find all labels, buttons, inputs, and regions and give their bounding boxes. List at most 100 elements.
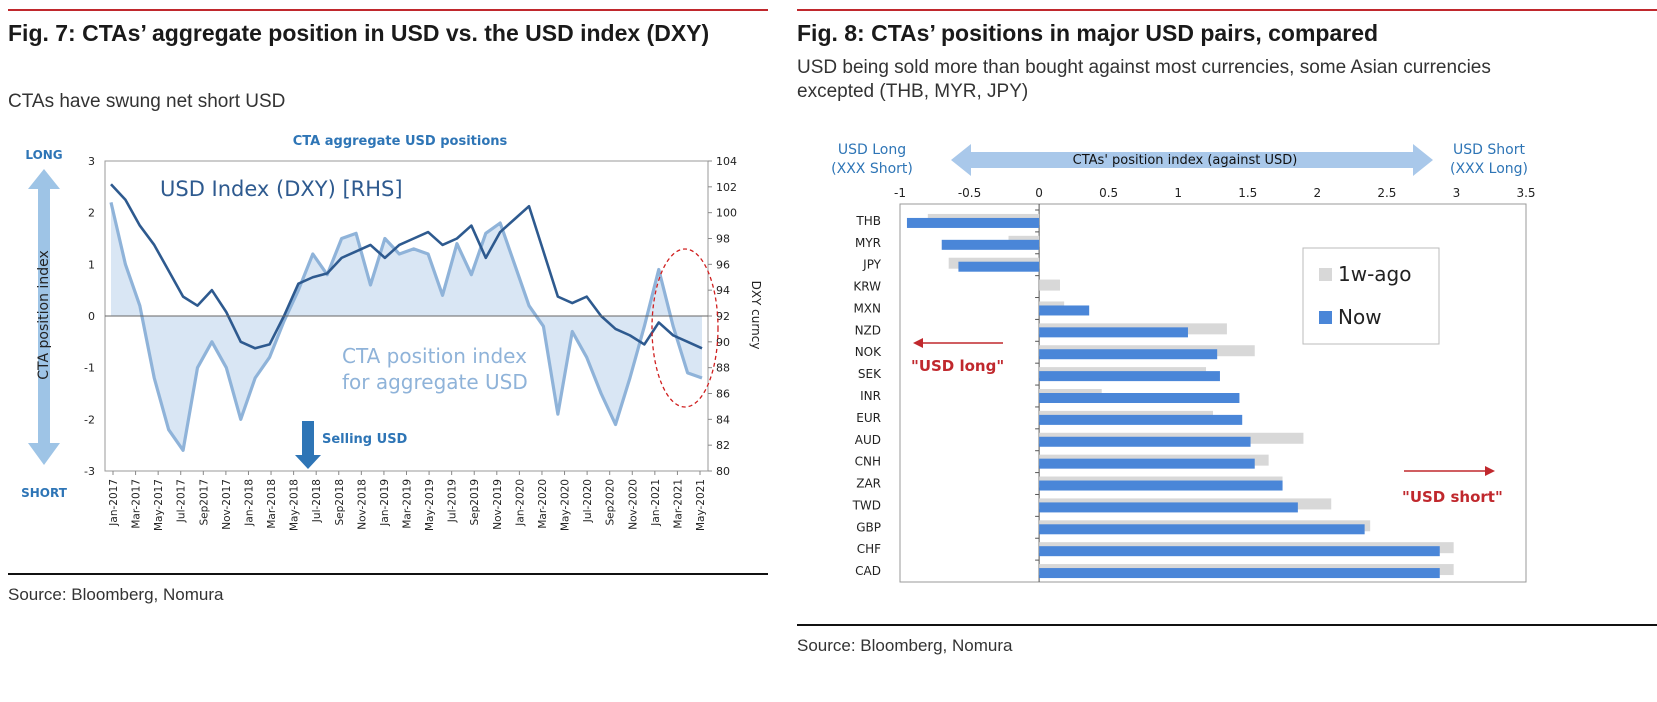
bar-now xyxy=(1039,568,1440,579)
xxx-long-label: (XXX Long) xyxy=(1450,161,1528,177)
fig7-y2tick: 84 xyxy=(716,413,730,426)
fig7-y2tick: 92 xyxy=(716,310,730,323)
legend-label-1w-ago: 1w-ago xyxy=(1338,262,1412,286)
fig8-category-label: SEK xyxy=(858,367,882,381)
fig8-xtick: -0.5 xyxy=(958,186,981,200)
fig8-xtick: 3 xyxy=(1453,186,1461,200)
fig8-category-label: AUD xyxy=(855,433,881,447)
fig8-subtitle: USD being sold more than bought against … xyxy=(797,57,1491,102)
fig8-category-label: MYR xyxy=(855,236,881,250)
fig8-xtick: 0 xyxy=(1035,186,1043,200)
bar-now xyxy=(1039,327,1188,338)
fig8-category-label: NZD xyxy=(855,323,881,337)
fig7-xtick: Nov-2017 xyxy=(221,479,233,530)
fig7-y2tick: 80 xyxy=(716,465,730,478)
fig7-xtick: May-2021 xyxy=(695,479,707,531)
fig7-xtick: Nov-2020 xyxy=(627,479,639,530)
fig7-source: Source: Bloomberg, Nomura xyxy=(8,585,224,604)
fig8-chart-title: CTAs' position index (against USD) xyxy=(1073,153,1298,168)
fig7-xtick: Jan-2019 xyxy=(379,479,391,527)
fig7-title: Fig. 7: CTAs’ aggregate position in USD … xyxy=(8,20,710,46)
long-short-arrow xyxy=(28,169,60,465)
dxy-annotation: USD Index (DXY) [RHS] xyxy=(160,177,403,201)
fig7-xtick: Nov-2018 xyxy=(356,479,368,530)
fig7-y2tick: 100 xyxy=(716,207,737,220)
usd-short-arrowhead xyxy=(1485,466,1495,476)
bar-now xyxy=(1039,349,1218,360)
legend-label-now: Now xyxy=(1338,305,1382,329)
fig8-title: Fig. 8: CTAs’ positions in major USD pai… xyxy=(797,20,1379,46)
position-index-arrow xyxy=(951,144,1433,176)
fig7-ytick: -3 xyxy=(84,465,95,478)
fig7-xtick: Jan-2018 xyxy=(243,479,255,527)
fig7-xtick: Mar-2021 xyxy=(672,479,684,529)
fig7-xtick: Mar-2017 xyxy=(131,479,143,529)
fig8-chart: CTAs' position index (against USD) USD L… xyxy=(831,142,1536,583)
fig7-xtick: Mar-2020 xyxy=(537,479,549,529)
fig7-y2tick: 94 xyxy=(716,284,730,297)
bar-now xyxy=(941,239,1040,250)
fig7-y2tick: 102 xyxy=(716,181,737,194)
bar-now xyxy=(1039,546,1440,557)
fig8-category-label: KRW xyxy=(853,280,881,294)
fig7-xtick: May-2018 xyxy=(289,479,301,531)
fig7-y2tick: 96 xyxy=(716,258,730,271)
highlight-ellipse xyxy=(651,248,719,408)
fig7-xtick: Sep2020 xyxy=(605,479,617,526)
bar-now xyxy=(1039,305,1090,316)
fig8-source: Source: Bloomberg, Nomura xyxy=(797,636,1013,655)
bar-now xyxy=(906,217,1040,228)
cta-position-line xyxy=(109,201,703,452)
fig8-category-label: MXN xyxy=(853,301,881,315)
fig7-xtick: Jul-2019 xyxy=(447,479,459,523)
selling-usd-arrow xyxy=(295,421,321,469)
bar-now xyxy=(1039,524,1365,535)
fig7-ylabel: CTA position index xyxy=(36,250,52,379)
bar-1w-ago xyxy=(1039,279,1060,291)
bar-now xyxy=(1039,458,1255,469)
bar-now xyxy=(1039,414,1243,425)
bar-now xyxy=(1039,371,1220,382)
selling-usd-label: Selling USD xyxy=(322,432,408,447)
xxx-short-label: (XXX Short) xyxy=(831,161,913,177)
fig8-category-label: EUR xyxy=(856,411,881,425)
fig8-legend xyxy=(1302,247,1440,345)
fig7-y2tick: 104 xyxy=(716,155,737,168)
legend-swatch-1w-ago xyxy=(1319,268,1332,281)
fig8-category-label: GBP xyxy=(856,520,881,534)
fig7-ytick: 0 xyxy=(88,310,95,323)
fig7-xtick: May-2020 xyxy=(560,479,572,531)
fig7-chart: 3 2 1 0 -1 -2 -3 104 102 100 98 96 94 92 90 88 86 84 82 80… xyxy=(21,134,763,531)
fig7-bottom-rule xyxy=(8,573,768,575)
fig7-ytick: -2 xyxy=(84,413,95,426)
fig7-xtick: Jan-2017 xyxy=(108,479,120,527)
bar-now xyxy=(1039,502,1298,513)
usd-short-label: USD Short xyxy=(1453,142,1525,158)
fig7-top-rule xyxy=(8,9,768,11)
fig8-category-label: CNH xyxy=(855,455,881,469)
fig7-y2tick: 90 xyxy=(716,336,730,349)
usd-long-arrowhead xyxy=(913,338,923,348)
fig8-xtick: -1 xyxy=(894,186,906,200)
fig8-bottom-rule xyxy=(797,624,1657,626)
cta-annotation-line1: CTA position index xyxy=(342,344,527,368)
fig8-xtick: 1 xyxy=(1174,186,1182,200)
fig8-category-label: THB xyxy=(855,214,881,228)
fig8-xtick: 3.5 xyxy=(1516,186,1535,200)
cta-annotation-line2: for aggregate USD xyxy=(342,370,528,394)
fig7-y2label: DXY curncy xyxy=(749,281,763,350)
bar-now xyxy=(1039,480,1283,491)
fig7-xtick: Sep2018 xyxy=(334,479,346,526)
usd-long-annotation: "USD long" xyxy=(911,357,1004,375)
fig8-top-rule xyxy=(797,9,1657,11)
usd-short-annotation: "USD short" xyxy=(1402,488,1503,506)
fig7-xtick: Jan-2021 xyxy=(650,479,662,527)
fig7-xtick: May-2019 xyxy=(424,479,436,531)
legend-swatch-now xyxy=(1319,311,1332,324)
fig8-category-label: NOK xyxy=(855,345,882,359)
fig8-category-label: INR xyxy=(860,389,881,403)
fig8-category-label: CHF xyxy=(857,542,881,556)
fig8-category-label: JPY xyxy=(862,258,882,272)
fig7-xtick: Jul-2017 xyxy=(176,479,188,523)
fig7-xtick: Nov-2019 xyxy=(492,479,504,530)
